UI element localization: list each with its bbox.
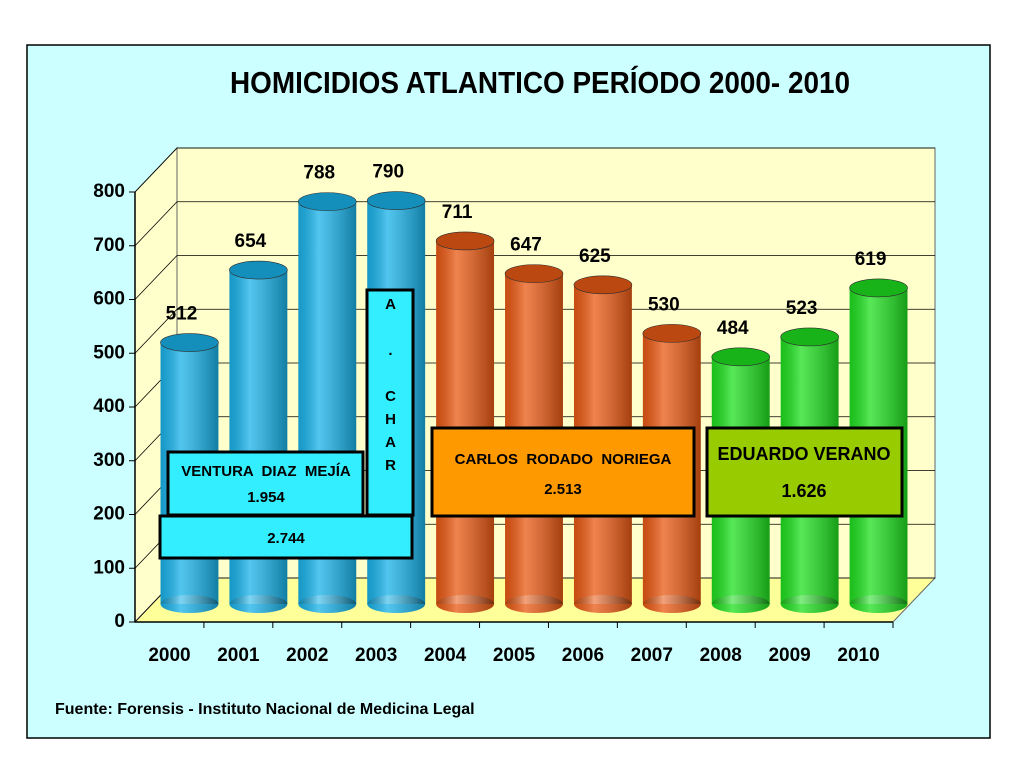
y-tick-label: 700 — [93, 235, 125, 256]
bar-top — [160, 333, 219, 352]
bar-top — [366, 191, 426, 210]
value-label: 530 — [648, 294, 680, 315]
y-tick-label: 600 — [93, 289, 125, 310]
value-label: 654 — [235, 231, 267, 252]
bar-top — [711, 347, 770, 367]
bar-top-shade — [780, 327, 839, 346]
bar-top — [780, 327, 839, 347]
bar-bottom-shade — [436, 595, 495, 613]
grid-line — [134, 201, 178, 247]
annotation-text: VENTURA DIAZ MEJÍA — [181, 463, 351, 480]
bar-bottom-shade — [711, 595, 770, 613]
bar-top-shade — [711, 347, 770, 366]
x-tick-label: 2010 — [837, 645, 879, 666]
annotation-wrap: A . CHAR — [382, 296, 399, 480]
bar-shade — [436, 240, 495, 604]
value-label: 711 — [442, 202, 473, 223]
annotation-text: 1.954 — [247, 489, 285, 506]
y-tick-label: 300 — [93, 450, 125, 471]
value-label: 512 — [166, 304, 198, 325]
x-tick-label: 2000 — [148, 645, 190, 666]
x-tick-label: 2001 — [217, 645, 260, 666]
bar-bottom-shade — [849, 595, 908, 613]
bar-top — [435, 231, 495, 251]
annotation-text: CARLOS RODADO NORIEGA — [455, 451, 672, 468]
x-tick-label: 2009 — [768, 645, 810, 666]
bar-top-shade — [573, 275, 632, 294]
bar-bottom-shade — [505, 595, 563, 613]
x-tick-label: 2003 — [355, 645, 397, 666]
grid-line — [134, 308, 178, 354]
bar-top-shade — [229, 261, 288, 280]
bar-top-shade — [642, 324, 701, 343]
annotation-text: 2.744 — [267, 530, 305, 547]
chart-title: HOMICIDIOS ATLANTICO PERÍODO 2000- 2010 — [230, 65, 850, 100]
value-label: 788 — [303, 163, 335, 184]
y-tick-label: 400 — [93, 396, 125, 417]
value-label: 523 — [786, 298, 818, 319]
bar-bottom-shade — [573, 595, 632, 613]
annotation-box — [365, 288, 415, 517]
bar-top-shade — [505, 264, 563, 283]
annotation-box — [705, 426, 904, 518]
bar-top — [642, 324, 702, 343]
value-label: 484 — [717, 318, 749, 339]
bar-bottom-shade — [229, 595, 288, 613]
bar-bottom-shade — [298, 595, 357, 613]
bar-bottom-shade — [780, 595, 839, 613]
annotation-box — [158, 514, 414, 560]
bar-top-shade — [367, 191, 426, 210]
y-tick-label: 200 — [93, 504, 125, 525]
y-tick-label: 0 — [114, 611, 125, 632]
y-tick-label: 800 — [93, 181, 125, 202]
source-note: Fuente: Forensis - Instituto Nacional de… — [55, 701, 475, 718]
y-tick-label: 500 — [93, 342, 125, 363]
x-tick-label: 2008 — [700, 645, 742, 666]
bar-top-shade — [436, 231, 495, 250]
bar-top-shade — [298, 192, 357, 211]
bar-top — [298, 192, 357, 211]
bar-top — [504, 264, 564, 283]
x-tick-label: 2004 — [424, 645, 467, 666]
bar-bottom-shade — [160, 595, 219, 613]
bar-bottom-shade — [642, 595, 701, 613]
annotation-text: A . CHAR — [382, 296, 399, 480]
value-label: 625 — [579, 246, 611, 267]
bar-top — [573, 275, 633, 295]
bar-top — [229, 260, 288, 280]
annotation-text: EDUARDO VERANO — [717, 444, 890, 464]
value-label: 790 — [372, 162, 404, 183]
y-tick-label: 100 — [93, 557, 125, 578]
value-label: 619 — [855, 249, 887, 270]
bar-top-shade — [160, 333, 219, 352]
annotation-box — [166, 450, 365, 517]
annotation-text: 2.513 — [544, 481, 582, 498]
x-tick-label: 2006 — [562, 645, 604, 666]
grid-line — [134, 147, 178, 193]
bar-top-shade — [849, 278, 908, 297]
grid-line — [134, 255, 178, 300]
bar-bottom-shade — [367, 595, 426, 613]
x-tick-label: 2005 — [493, 645, 536, 666]
bar-top — [849, 278, 908, 298]
annotation-box — [430, 426, 696, 518]
x-tick-label: 2002 — [286, 645, 328, 666]
value-label: 647 — [510, 235, 542, 256]
annotation-text: 1.626 — [781, 481, 826, 501]
x-tick-label: 2007 — [631, 645, 673, 666]
